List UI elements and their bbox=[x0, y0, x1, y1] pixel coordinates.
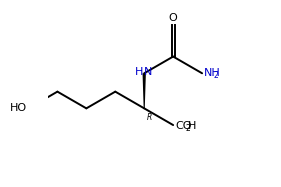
Text: N: N bbox=[144, 67, 152, 77]
Text: H: H bbox=[135, 67, 143, 77]
Text: R: R bbox=[147, 113, 152, 122]
Text: 2: 2 bbox=[185, 124, 190, 133]
Text: 2: 2 bbox=[214, 71, 218, 80]
Text: H: H bbox=[188, 121, 196, 131]
Polygon shape bbox=[142, 73, 146, 108]
Text: O: O bbox=[169, 13, 178, 23]
Text: NH: NH bbox=[204, 68, 221, 78]
Text: CO: CO bbox=[175, 121, 192, 131]
Text: HO: HO bbox=[10, 103, 27, 113]
